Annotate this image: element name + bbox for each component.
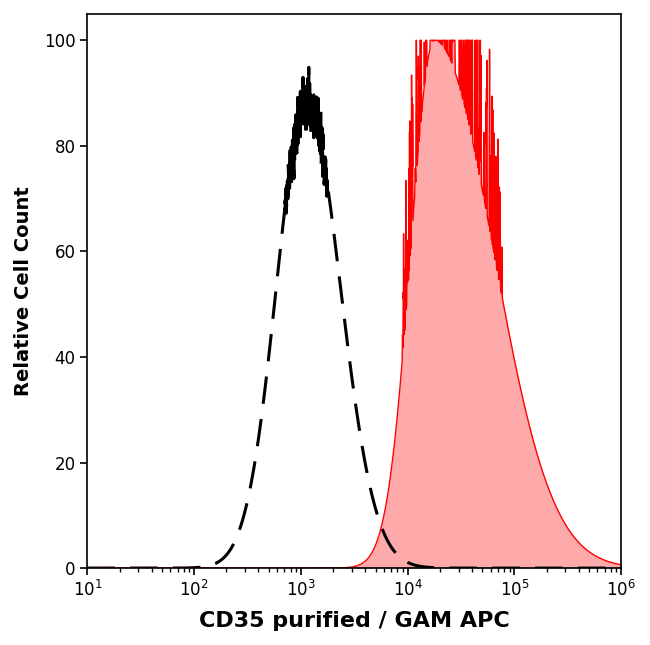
Y-axis label: Relative Cell Count: Relative Cell Count	[14, 186, 33, 396]
X-axis label: CD35 purified / GAM APC: CD35 purified / GAM APC	[199, 611, 510, 631]
